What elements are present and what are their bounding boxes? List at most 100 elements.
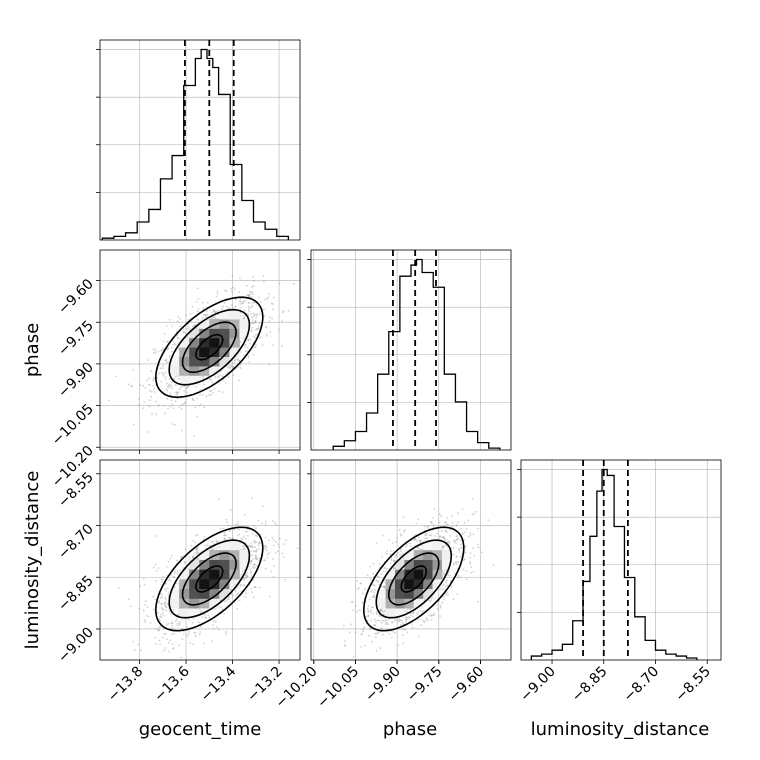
sample-point (235, 607, 238, 610)
density-cell (219, 356, 230, 367)
x-tick-label: −10.05 (314, 664, 362, 712)
sample-point (159, 619, 161, 622)
sample-point (212, 547, 215, 550)
sample-point (158, 618, 160, 621)
sample-point (240, 583, 242, 586)
sample-point (442, 546, 444, 549)
sample-point (432, 614, 435, 617)
sample-point (360, 582, 362, 585)
sample-point (398, 618, 401, 621)
sample-point (250, 330, 253, 333)
sample-point (216, 292, 219, 295)
density-cell (404, 549, 415, 560)
sample-point (283, 543, 286, 546)
sample-point (375, 611, 378, 614)
sample-point (376, 575, 379, 578)
sample-point (273, 565, 276, 567)
sample-point (153, 352, 156, 355)
sample-point (188, 556, 191, 559)
sample-point (278, 282, 281, 285)
sample-point (372, 595, 375, 598)
sample-point (370, 590, 373, 593)
sample-point (182, 403, 185, 405)
sample-point (167, 347, 170, 350)
density-cell (179, 598, 190, 609)
sample-point (261, 505, 264, 508)
sample-point (459, 576, 462, 579)
sample-point (171, 381, 174, 384)
sample-point (424, 537, 427, 539)
sample-point (183, 561, 186, 564)
sample-point (169, 557, 172, 560)
sample-point (396, 619, 399, 622)
sample-point (469, 562, 472, 565)
sample-point (252, 550, 255, 552)
y-axis-label-phase: phase (22, 323, 43, 377)
sample-point (206, 301, 209, 304)
sample-point (221, 391, 224, 393)
sample-point (343, 624, 345, 627)
sample-point (171, 387, 173, 390)
sample-point (360, 633, 363, 636)
sample-point (247, 305, 250, 308)
sample-point (376, 580, 379, 583)
density-cell (229, 559, 240, 570)
sample-point (249, 338, 252, 341)
sample-point (243, 545, 246, 547)
sample-point (164, 647, 167, 649)
sample-point (405, 616, 408, 619)
sample-point (251, 304, 254, 307)
sample-point (247, 301, 250, 304)
sample-point (257, 519, 260, 522)
sample-point (171, 627, 174, 630)
sample-point (469, 556, 471, 559)
sample-point (196, 558, 199, 560)
sample-point (149, 399, 151, 402)
sample-point (170, 394, 173, 397)
sample-point (252, 285, 255, 287)
sample-point (157, 404, 160, 407)
sample-point (177, 582, 180, 585)
sample-point (157, 404, 160, 407)
sample-point (258, 542, 261, 545)
sample-point (439, 535, 442, 538)
sample-point (255, 558, 258, 560)
sample-point (165, 589, 168, 592)
sample-point (216, 626, 219, 629)
sample-point (372, 572, 375, 575)
sample-point (249, 545, 252, 548)
sample-point (393, 559, 395, 562)
sample-point (251, 316, 254, 319)
sample-point (192, 539, 195, 542)
density-cell (219, 319, 230, 329)
sample-point (382, 633, 384, 636)
sample-point (174, 400, 177, 403)
density-cell (413, 598, 424, 609)
sample-point (396, 536, 399, 539)
sample-point (225, 630, 228, 633)
sample-point (219, 374, 222, 377)
sample-point (213, 309, 215, 311)
sample-point (212, 391, 215, 394)
density-cell (209, 569, 220, 580)
sample-point (228, 536, 230, 539)
sample-point (224, 381, 227, 384)
sample-point (278, 545, 281, 548)
sample-point (455, 524, 458, 527)
sample-point (395, 554, 398, 557)
sample-point (457, 521, 459, 524)
sample-point (361, 601, 364, 604)
sample-point (350, 623, 352, 626)
sample-point (456, 593, 459, 595)
sample-point (457, 512, 459, 515)
sample-point (182, 385, 185, 388)
sample-point (219, 370, 222, 373)
sample-point (442, 595, 445, 598)
sample-point (251, 326, 254, 329)
sample-point (251, 546, 253, 549)
sample-point (252, 293, 254, 295)
density-cell (385, 598, 396, 609)
sample-point (471, 513, 474, 516)
sample-point (252, 557, 255, 560)
